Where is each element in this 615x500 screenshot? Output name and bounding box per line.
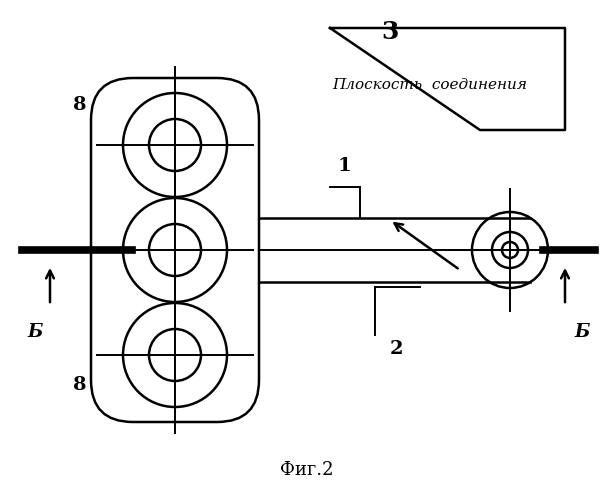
- Text: 3: 3: [381, 20, 399, 44]
- Text: 8: 8: [73, 96, 87, 114]
- Text: Б: Б: [27, 323, 42, 341]
- Text: 1: 1: [338, 157, 352, 175]
- Text: Плоскость  соединения: Плоскость соединения: [333, 78, 528, 92]
- FancyBboxPatch shape: [91, 78, 259, 422]
- Text: Фиг.2: Фиг.2: [280, 461, 334, 479]
- Text: 2: 2: [390, 340, 403, 358]
- Text: Б: Б: [574, 323, 590, 341]
- Text: 8: 8: [73, 376, 87, 394]
